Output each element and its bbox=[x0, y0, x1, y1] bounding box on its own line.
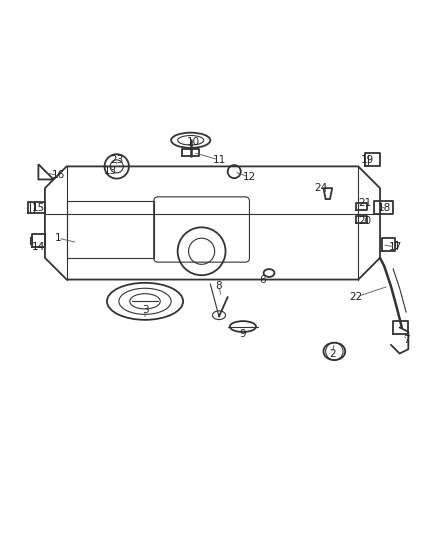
Text: 23: 23 bbox=[110, 155, 124, 165]
Text: 2: 2 bbox=[329, 349, 336, 359]
Text: 6: 6 bbox=[259, 274, 266, 285]
Text: 21: 21 bbox=[358, 198, 371, 208]
Text: 8: 8 bbox=[215, 281, 223, 291]
Text: 7: 7 bbox=[403, 335, 410, 345]
Text: 9: 9 bbox=[240, 329, 246, 339]
Text: 24: 24 bbox=[314, 183, 328, 193]
Text: 17: 17 bbox=[389, 242, 402, 252]
Text: 12: 12 bbox=[243, 172, 256, 182]
Text: 3: 3 bbox=[142, 305, 148, 315]
Text: 11: 11 bbox=[212, 155, 226, 165]
Text: 19: 19 bbox=[360, 155, 374, 165]
Text: 10: 10 bbox=[186, 138, 199, 148]
Text: 18: 18 bbox=[378, 203, 391, 213]
Text: 13: 13 bbox=[103, 166, 117, 176]
Text: 14: 14 bbox=[32, 242, 45, 252]
Text: 22: 22 bbox=[350, 292, 363, 302]
Text: 16: 16 bbox=[51, 170, 64, 180]
Text: 15: 15 bbox=[32, 203, 45, 213]
Text: 20: 20 bbox=[358, 216, 371, 226]
Text: 1: 1 bbox=[55, 233, 61, 243]
